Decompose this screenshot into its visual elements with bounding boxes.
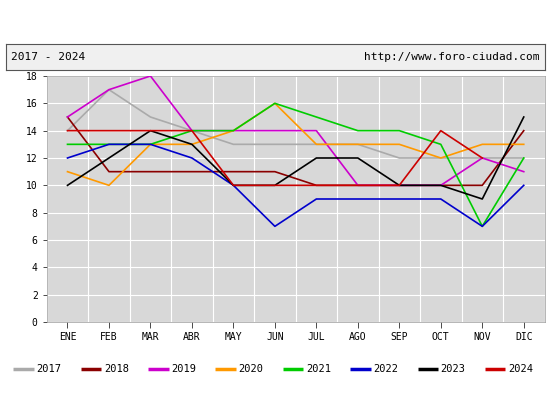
Text: 2017: 2017: [36, 364, 62, 374]
Text: Evolucion del paro registrado en Santiago Millas: Evolucion del paro registrado en Santiag…: [74, 14, 476, 28]
Text: 2020: 2020: [239, 364, 263, 374]
Text: http://www.foro-ciudad.com: http://www.foro-ciudad.com: [364, 52, 539, 62]
Text: 2021: 2021: [306, 364, 331, 374]
Text: 2024: 2024: [508, 364, 533, 374]
Text: 2017 - 2024: 2017 - 2024: [11, 52, 85, 62]
Text: 2022: 2022: [373, 364, 398, 374]
Text: 2023: 2023: [441, 364, 466, 374]
Text: 2019: 2019: [171, 364, 196, 374]
Text: 2018: 2018: [104, 364, 129, 374]
